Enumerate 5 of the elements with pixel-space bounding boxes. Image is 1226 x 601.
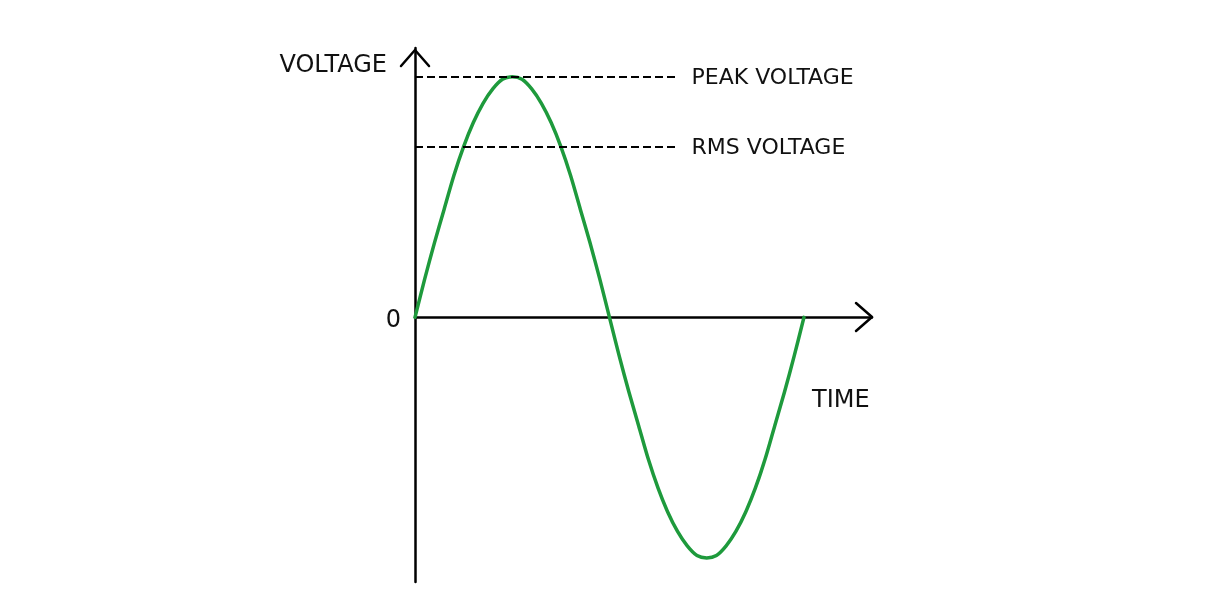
y-axis-title: VOLTAGE: [279, 50, 387, 78]
ref-line-label: RMS VOLTAGE: [691, 134, 846, 160]
x-axis-title: TIME: [811, 385, 870, 414]
ref-line-label: PEAK VOLTAGE: [691, 64, 854, 90]
text: 0: [385, 305, 401, 334]
